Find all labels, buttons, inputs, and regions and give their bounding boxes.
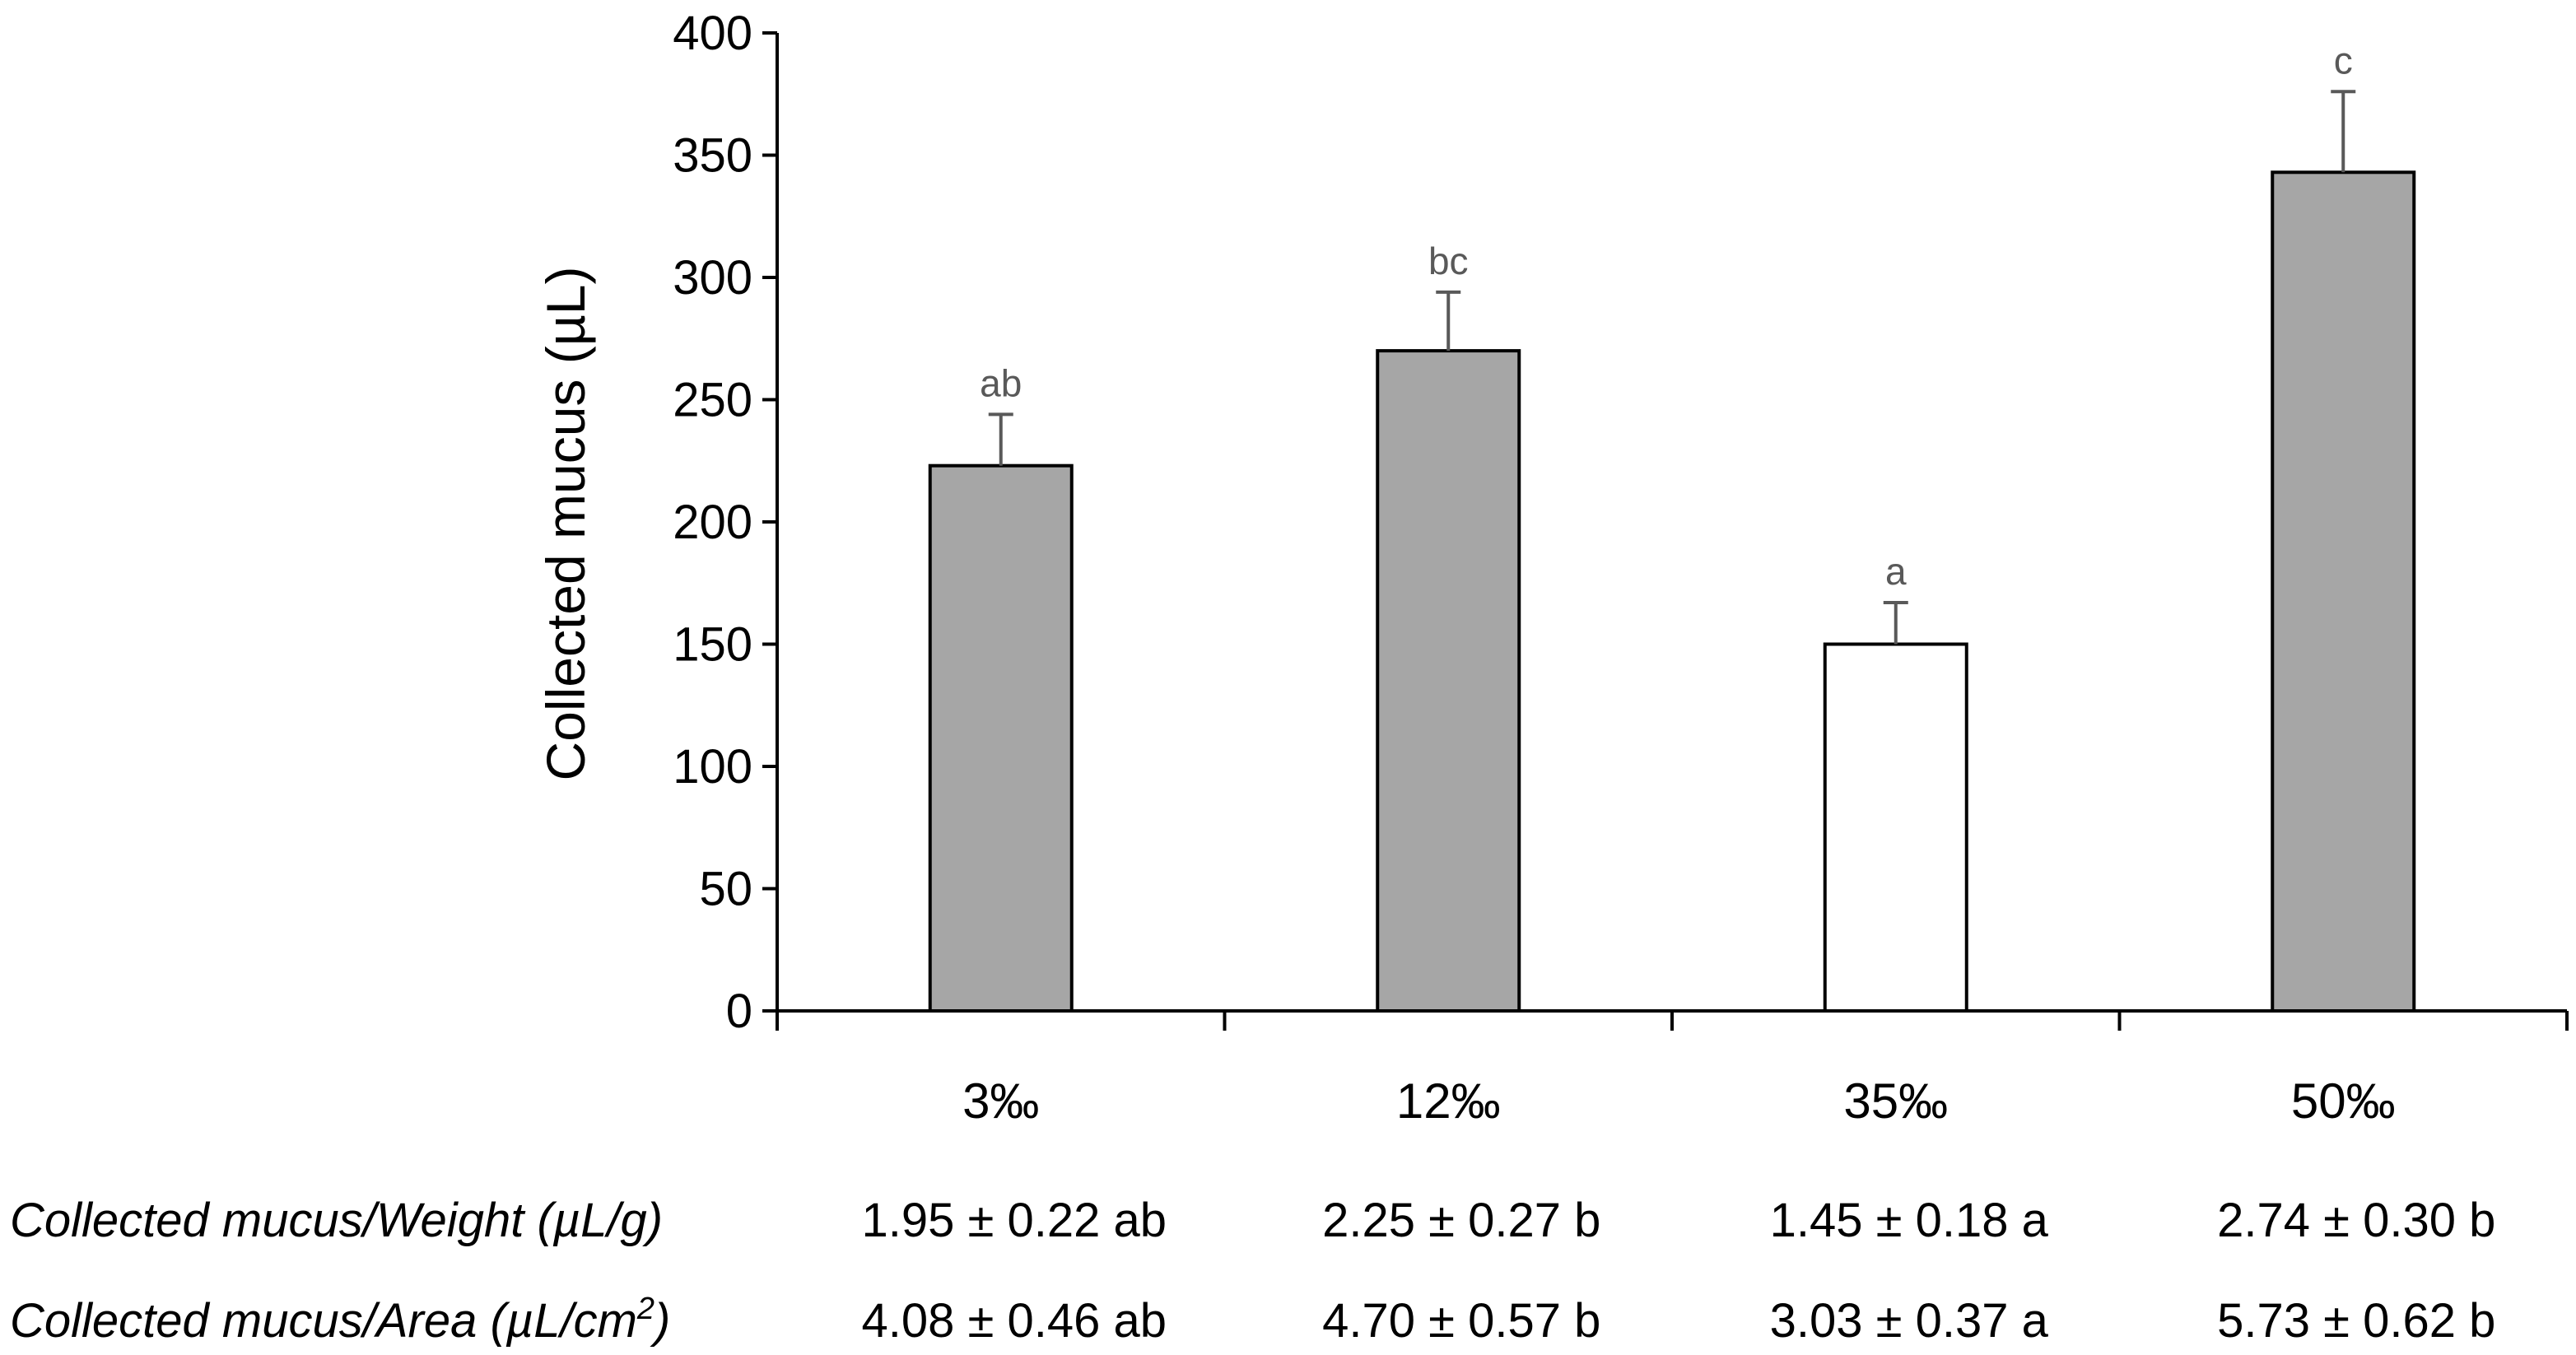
bar <box>1376 349 1521 1013</box>
y-tick-label: 400 <box>673 7 752 60</box>
y-tick-label: 200 <box>673 496 752 549</box>
y-tick-label: 300 <box>673 251 752 305</box>
bar <box>928 463 1074 1013</box>
significance-label: bc <box>1428 240 1469 282</box>
y-tick-label: 150 <box>673 618 752 672</box>
table-row-label: Collected mucus/Area (µL/cm2) <box>10 1292 670 1348</box>
y-tick-label: 250 <box>673 374 752 427</box>
category-label: 35‰ <box>1843 1073 1948 1129</box>
bar <box>1823 642 1968 1013</box>
table-cell: 4.08 ± 0.46 ab <box>862 1294 1167 1348</box>
y-tick-label: 350 <box>673 129 752 183</box>
category-label: 3‰ <box>962 1073 1039 1129</box>
table-cell: 3.03 ± 0.37 a <box>1770 1294 2049 1348</box>
table-cell: 2.74 ± 0.30 b <box>2217 1194 2495 1247</box>
table-cell: 4.70 ± 0.57 b <box>1322 1294 1600 1348</box>
y-tick-label: 100 <box>673 740 752 794</box>
significance-label: ab <box>980 361 1022 404</box>
table-cell: 2.25 ± 0.27 b <box>1322 1194 1600 1247</box>
table-cell: 1.95 ± 0.22 ab <box>862 1194 1167 1247</box>
bar <box>2271 170 2416 1013</box>
category-label: 12‰ <box>1396 1073 1501 1129</box>
y-tick-label: 50 <box>699 863 752 916</box>
y-tick-label: 0 <box>726 985 752 1038</box>
table-cell: 1.45 ± 0.18 a <box>1770 1194 2049 1247</box>
y-axis-title: Collected mucus (µL) <box>535 267 596 781</box>
table-row-label: Collected mucus/Weight (µL/g) <box>10 1194 663 1247</box>
significance-label: a <box>1885 550 1907 593</box>
significance-label: c <box>2334 39 2353 81</box>
category-label: 50‰ <box>2291 1073 2396 1129</box>
table-cell: 5.73 ± 0.62 b <box>2217 1294 2495 1348</box>
